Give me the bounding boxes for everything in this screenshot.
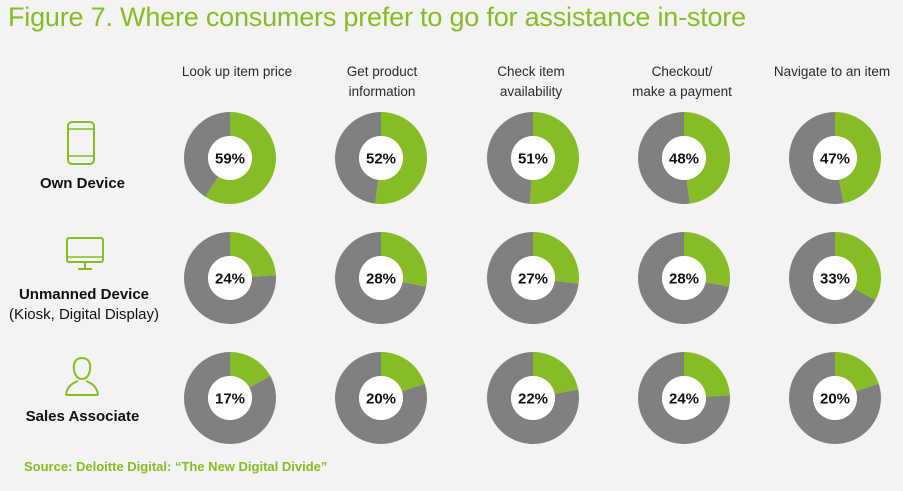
donut-slice-value bbox=[375, 112, 427, 204]
donut-chart: 24% bbox=[638, 352, 730, 444]
donut-chart: 59% bbox=[183, 112, 276, 204]
donut-slice-remainder bbox=[184, 232, 276, 324]
source-note: Source: Deloitte Digital: “The New Digit… bbox=[24, 459, 328, 474]
chart-title: Figure 7. Where consumers prefer to go f… bbox=[8, 2, 746, 32]
donut-slice-value bbox=[230, 232, 276, 277]
donut-hole bbox=[359, 136, 403, 180]
donut-chart: 27% bbox=[487, 232, 579, 324]
donut-value-label: 17% bbox=[215, 391, 245, 408]
donut-chart: 22% bbox=[487, 352, 579, 444]
donut-slice-value bbox=[684, 232, 730, 287]
person-icon bbox=[65, 356, 99, 396]
donut-hole bbox=[511, 376, 555, 420]
donut-slice-remainder bbox=[789, 232, 876, 324]
donut-slice-value bbox=[381, 352, 425, 392]
donut-value-label: 59% bbox=[215, 151, 245, 168]
donut-chart: 28% bbox=[638, 232, 730, 324]
column-header-availability: Check item availability bbox=[497, 64, 565, 99]
donut-slice-remainder bbox=[335, 232, 427, 324]
donut-value-label: 28% bbox=[366, 271, 396, 288]
donut-slice-remainder bbox=[184, 352, 276, 444]
donut-slice-value bbox=[381, 232, 427, 287]
donut-value-label: 22% bbox=[518, 391, 548, 408]
donut-hole bbox=[662, 376, 706, 420]
donut-value-label: 51% bbox=[518, 151, 548, 168]
donut-chart: 51% bbox=[486, 112, 579, 204]
row-label-own-device: Own Device bbox=[39, 175, 126, 192]
donut-hole bbox=[208, 256, 252, 300]
donut-hole bbox=[662, 136, 706, 180]
donut-value-label: 27% bbox=[518, 271, 548, 288]
donut-slice-value bbox=[684, 352, 730, 397]
donut-slice-value bbox=[205, 112, 276, 204]
donut-slice-value bbox=[533, 232, 579, 284]
donut-slice-value bbox=[530, 112, 579, 204]
donut-chart: 24% bbox=[184, 232, 276, 324]
row-label-unmanned-device: Unmanned Device (Kiosk, Digital Display) bbox=[8, 286, 160, 323]
donut-value-label: 24% bbox=[215, 271, 245, 288]
donut-value-label: 20% bbox=[820, 391, 850, 408]
donut-slice-remainder bbox=[789, 112, 844, 204]
donut-value-label: 20% bbox=[366, 391, 396, 408]
donut-slice-remainder bbox=[486, 112, 533, 204]
donut-hole bbox=[511, 136, 555, 180]
donut-value-label: 33% bbox=[820, 271, 850, 288]
donut-hole bbox=[813, 376, 857, 420]
donut-value-label: 52% bbox=[366, 151, 396, 168]
donut-hole bbox=[359, 256, 403, 300]
donut-slice-remainder bbox=[789, 352, 881, 444]
donut-slice-value bbox=[835, 352, 879, 392]
donut-hole bbox=[511, 256, 555, 300]
donut-hole bbox=[813, 136, 857, 180]
donut-hole bbox=[813, 256, 857, 300]
column-header-checkout: Checkout/ make a payment bbox=[632, 64, 732, 99]
donut-value-label: 28% bbox=[669, 271, 699, 288]
column-header-navigate: Navigate to an item bbox=[773, 64, 891, 79]
donut-slice-value bbox=[835, 112, 881, 204]
donut-slice-remainder bbox=[638, 112, 690, 204]
donut-slice-remainder bbox=[638, 352, 730, 444]
donut-slice-remainder bbox=[335, 352, 427, 444]
donut-value-label: 48% bbox=[669, 151, 699, 168]
monitor-icon bbox=[66, 237, 104, 270]
column-header-product-info: Get product information bbox=[346, 64, 418, 99]
donut-slice-remainder bbox=[487, 232, 579, 324]
row-label-sales-associate: Sales Associate bbox=[25, 408, 140, 425]
donut-hole bbox=[208, 136, 252, 180]
donut-chart: 47% bbox=[789, 112, 881, 204]
donut-value-label: 47% bbox=[820, 151, 850, 168]
donut-slice-value bbox=[230, 352, 271, 388]
smartphone-icon bbox=[67, 121, 95, 165]
donut-slice-value bbox=[533, 352, 579, 394]
donut-slice-value bbox=[684, 112, 731, 204]
donut-slice-remainder bbox=[334, 112, 381, 204]
donut-slice-value bbox=[835, 232, 881, 301]
donut-chart: 17% bbox=[184, 352, 276, 444]
column-header-look-up-price: Look up item price bbox=[181, 64, 293, 79]
donut-chart: 52% bbox=[334, 112, 427, 204]
donut-chart: 48% bbox=[638, 112, 731, 204]
donut-chart: 20% bbox=[335, 352, 427, 444]
donut-slice-remainder bbox=[638, 232, 730, 324]
donut-hole bbox=[208, 376, 252, 420]
donut-value-label: 24% bbox=[669, 391, 699, 408]
donut-chart: 28% bbox=[335, 232, 427, 324]
donut-slice-remainder bbox=[183, 112, 230, 197]
donut-hole bbox=[662, 256, 706, 300]
donut-chart: 20% bbox=[789, 352, 881, 444]
donut-chart: 33% bbox=[789, 232, 881, 324]
donut-hole bbox=[359, 376, 403, 420]
donut-slice-remainder bbox=[487, 352, 579, 444]
